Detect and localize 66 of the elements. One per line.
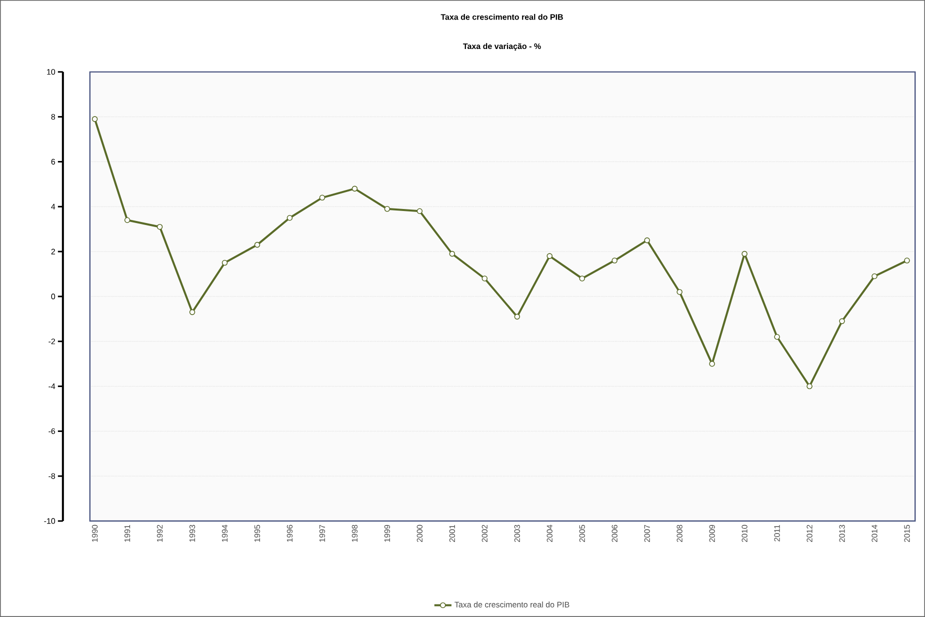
y-tick-label: -8 [48,473,56,479]
point [774,334,780,340]
y-tick-label: -10 [44,518,56,524]
point [806,383,812,390]
x-tick-label: 2007 [644,524,650,542]
x-tick-label: 2006 [612,524,618,542]
point [254,242,260,248]
point [612,258,618,264]
point [644,237,650,244]
point [742,250,748,257]
x-tick-label: 2013 [839,524,845,542]
point [872,273,878,280]
x-tick-label: 2000 [416,524,423,542]
x-tick-label: 2014 [872,524,878,542]
x-tick-label: 2005 [579,524,585,542]
y-tick-label: 6 [51,158,56,165]
x-tick-label: 1992 [156,524,163,542]
x-tick-label: 1997 [319,524,326,542]
y-tick-label: 0 [51,294,56,300]
point [416,208,423,214]
point [514,314,520,320]
point [546,253,553,259]
point [156,224,163,230]
x-tick-label: 2001 [449,524,455,542]
point [189,309,196,316]
x-tick-label: 2011 [774,524,780,542]
y-tick-label: -4 [48,384,56,390]
x-tick-label: 2003 [514,524,520,542]
point [222,260,228,266]
chart-title: Taxa de crescimento real do PIB [440,14,563,20]
x-tick-label: 1998 [352,524,358,542]
point [352,186,358,192]
point [579,276,586,282]
point [709,360,715,367]
x-tick-label: 1999 [384,524,390,542]
x-tick-label: 1991 [124,524,130,542]
legend-label: Taxa de crescimento real do PIB [454,602,570,608]
x-tick-label: 2015 [904,524,910,542]
x-tick-label: 2008 [676,524,682,542]
x-tick-label: 2012 [806,524,812,542]
point [384,206,390,212]
x-tick-label: 1994 [222,524,228,542]
y-tick-label: 2 [51,248,55,254]
point [319,194,326,201]
y-tick-label: 4 [51,204,56,210]
point [904,258,910,264]
point [286,215,293,221]
point [839,318,845,324]
x-tick-label: 2004 [546,524,552,542]
x-tick-label: 1995 [254,524,260,542]
y-tick-label: -6 [48,428,56,434]
x-tick-label: 1990 [92,524,98,542]
y-tick-label: -2 [48,338,55,344]
chart-subtitle: Taxa de variação - % [463,43,541,51]
x-tick-label: 2010 [742,524,748,542]
point [92,116,98,122]
x-tick-label: 1993 [189,524,196,542]
point [676,289,682,295]
y-tick-label: 8 [51,114,56,120]
y-tick-label: 10 [47,69,56,75]
x-tick-label: 1996 [286,524,293,542]
x-tick-label: 2009 [709,524,715,542]
point [482,276,488,282]
point [124,217,130,224]
point [449,250,456,257]
x-tick-label: 2002 [482,524,488,542]
